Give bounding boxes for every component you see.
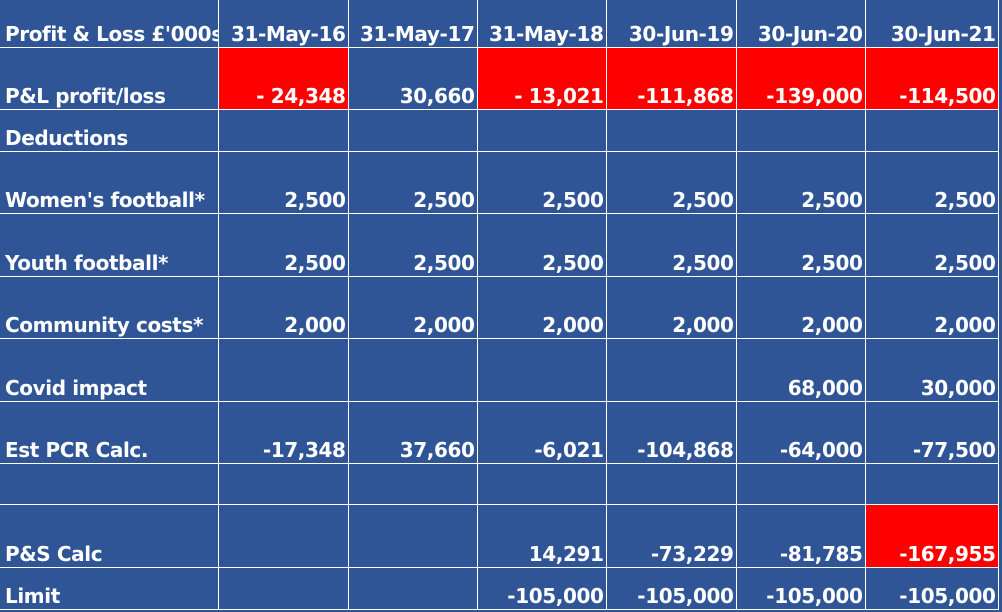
row-covid-impact: Covid impact 68,000 30,000 <box>0 337 999 402</box>
value-cell[interactable]: -105,000 <box>605 566 737 610</box>
row-womens-football: Women's football* 2,500 2,500 2,500 2,50… <box>0 150 999 214</box>
value-cell[interactable]: -104,868 <box>605 400 737 464</box>
value-cell[interactable]: -73,229 <box>605 503 737 568</box>
value-cell[interactable]: 2,000 <box>735 275 866 339</box>
value-cell[interactable] <box>735 462 866 505</box>
value-cell[interactable]: 2,500 <box>605 150 737 214</box>
value-cell[interactable]: -17,348 <box>217 400 349 464</box>
value-cell[interactable]: - 24,348 <box>217 46 349 110</box>
header-label[interactable]: Profit & Loss £'000s <box>0 0 219 48</box>
header-period[interactable]: 31-May-18 <box>476 0 607 48</box>
value-cell[interactable]: 2,500 <box>347 212 478 277</box>
value-cell[interactable]: 2,000 <box>217 275 349 339</box>
row-label[interactable]: Women's football* <box>0 150 219 214</box>
value-cell[interactable] <box>347 503 478 568</box>
row-youth-football: Youth football* 2,500 2,500 2,500 2,500 … <box>0 212 999 277</box>
value-cell[interactable] <box>347 337 478 402</box>
value-cell[interactable]: 30,660 <box>347 46 478 110</box>
value-cell[interactable] <box>217 337 349 402</box>
value-cell[interactable]: -6,021 <box>476 400 607 464</box>
header-period[interactable]: 30-Jun-19 <box>605 0 737 48</box>
value-cell[interactable]: 2,500 <box>864 212 999 277</box>
value-cell[interactable] <box>605 337 737 402</box>
row-label[interactable]: Community costs* <box>0 275 219 339</box>
value-cell[interactable] <box>217 108 349 152</box>
value-cell[interactable]: 2,500 <box>217 150 349 214</box>
value-cell[interactable]: -77,500 <box>864 400 999 464</box>
value-cell[interactable]: -64,000 <box>735 400 866 464</box>
row-label[interactable]: Youth football* <box>0 212 219 277</box>
value-cell[interactable]: 2,000 <box>864 275 999 339</box>
row-label[interactable]: Covid impact <box>0 337 219 402</box>
row-limit: Limit -105,000 -105,000 -105,000 -105,00… <box>0 566 999 610</box>
value-cell[interactable] <box>476 337 607 402</box>
value-cell[interactable]: -139,000 <box>735 46 866 110</box>
header-period[interactable]: 31-May-17 <box>347 0 478 48</box>
value-cell[interactable] <box>864 108 999 152</box>
value-cell[interactable] <box>347 566 478 610</box>
header-period[interactable]: 30-Jun-20 <box>735 0 866 48</box>
value-cell[interactable] <box>347 108 478 152</box>
value-cell[interactable]: -167,955 <box>864 503 999 568</box>
row-label[interactable]: P&S Calc <box>0 503 219 568</box>
value-cell[interactable]: 2,500 <box>217 212 349 277</box>
value-cell[interactable]: 2,000 <box>476 275 607 339</box>
value-cell[interactable] <box>347 462 478 505</box>
value-cell[interactable] <box>476 108 607 152</box>
value-cell[interactable]: 2,500 <box>605 212 737 277</box>
row-pl-profit-loss: P&L profit/loss - 24,348 30,660 - 13,021… <box>0 46 999 110</box>
value-cell[interactable]: 37,660 <box>347 400 478 464</box>
row-community-costs: Community costs* 2,000 2,000 2,000 2,000… <box>0 275 999 339</box>
value-cell[interactable]: - 13,021 <box>476 46 607 110</box>
value-cell[interactable] <box>605 108 737 152</box>
value-cell[interactable] <box>217 566 349 610</box>
row-deductions: Deductions <box>0 108 999 152</box>
row-ps-calc: P&S Calc 14,291 -73,229 -81,785 -167,955 <box>0 503 999 568</box>
value-cell[interactable]: -105,000 <box>476 566 607 610</box>
value-cell[interactable]: 2,500 <box>347 150 478 214</box>
value-cell[interactable]: 2,000 <box>347 275 478 339</box>
value-cell[interactable]: -81,785 <box>735 503 866 568</box>
value-cell[interactable] <box>217 462 349 505</box>
header-period[interactable]: 31-May-16 <box>217 0 349 48</box>
value-cell[interactable] <box>476 462 607 505</box>
value-cell[interactable] <box>217 503 349 568</box>
row-label[interactable]: Limit <box>0 566 219 610</box>
value-cell[interactable]: 68,000 <box>735 337 866 402</box>
value-cell[interactable]: 2,500 <box>735 212 866 277</box>
value-cell[interactable]: 30,000 <box>864 337 999 402</box>
value-cell[interactable]: -111,868 <box>605 46 737 110</box>
value-cell[interactable]: 2,500 <box>476 150 607 214</box>
row-empty <box>0 462 999 505</box>
row-label[interactable]: P&L profit/loss <box>0 46 219 110</box>
value-cell[interactable]: 2,500 <box>735 150 866 214</box>
value-cell[interactable]: -105,000 <box>735 566 866 610</box>
value-cell[interactable]: -114,500 <box>864 46 999 110</box>
value-cell[interactable] <box>864 462 999 505</box>
value-cell[interactable]: -105,000 <box>864 566 999 610</box>
value-cell[interactable]: 14,291 <box>476 503 607 568</box>
header-row: Profit & Loss £'000s 31-May-16 31-May-17… <box>0 0 999 48</box>
row-label[interactable]: Deductions <box>0 108 219 152</box>
value-cell[interactable]: 2,500 <box>476 212 607 277</box>
value-cell[interactable] <box>605 462 737 505</box>
header-period[interactable]: 30-Jun-21 <box>864 0 999 48</box>
row-label[interactable] <box>0 462 219 505</box>
value-cell[interactable] <box>735 108 866 152</box>
value-cell[interactable]: 2,500 <box>864 150 999 214</box>
row-est-pcr-calc: Est PCR Calc. -17,348 37,660 -6,021 -104… <box>0 400 999 464</box>
value-cell[interactable]: 2,000 <box>605 275 737 339</box>
row-label[interactable]: Est PCR Calc. <box>0 400 219 464</box>
